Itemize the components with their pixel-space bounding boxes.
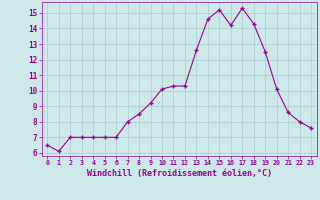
X-axis label: Windchill (Refroidissement éolien,°C): Windchill (Refroidissement éolien,°C) [87, 169, 272, 178]
